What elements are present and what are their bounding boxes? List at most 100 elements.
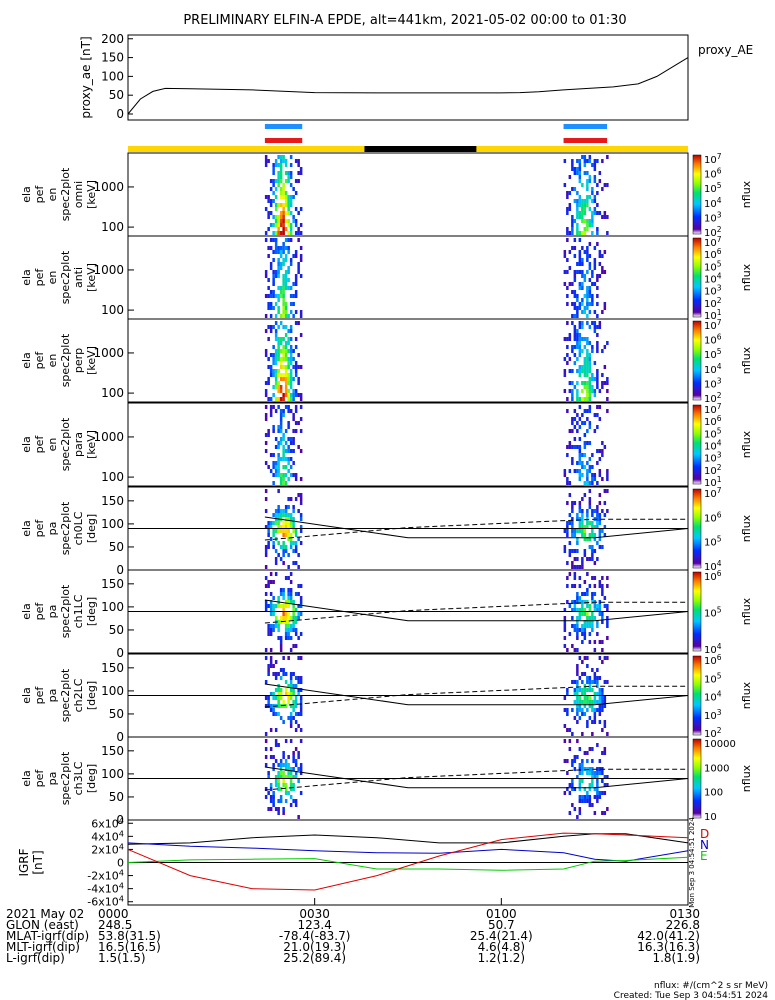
y-tick-label: 150 [101,51,124,65]
spectrogram-cell [282,616,285,620]
spectrogram-cell [566,397,569,401]
spectrogram-ylabel: pef [33,268,46,287]
spectrogram-cell [586,517,589,521]
spectrogram-cell [583,250,587,254]
y-tick-label: 0 [116,730,124,744]
status-bar-segment [128,146,365,152]
spectrogram-cell [563,608,567,612]
spectrogram-cell [593,549,597,553]
spectrogram-cell [601,441,604,445]
spectrogram-cell [596,231,599,235]
spectrogram-cell [601,692,604,696]
spectrogram-cell [274,779,278,783]
spectrogram-cell [583,219,587,223]
spectrogram-cell [573,501,577,505]
spectrogram-cell [267,668,270,672]
spectrogram-cell [287,592,290,596]
spectrogram-cell [563,369,567,373]
spectrogram-cell [588,799,592,803]
spectrogram-cell [282,604,285,608]
spectrogram-cell [573,337,577,341]
spectrogram-cell [264,349,268,353]
spectrogram-cell [277,620,280,624]
spectrogram-cell [568,203,572,207]
spectrogram-cell [571,417,574,421]
spectrogram-cell [269,580,273,584]
spectrogram-cell [284,258,288,262]
spectrogram-cell [586,286,589,290]
spectrogram-cell [287,361,290,365]
spectrogram-ylabel: ch1LC [72,594,85,628]
spectrogram-ylabel: en [46,271,59,285]
spectrogram-cell [583,529,587,533]
spectrogram-cell [282,465,285,469]
spectrogram-cell [576,345,579,349]
spectrogram-cell [287,469,290,473]
spectrogram-cell [274,215,278,219]
spectrogram-cell [274,513,278,517]
spectrogram-cell [583,203,587,207]
spectrogram-cell [292,767,295,771]
spectrogram-cell [586,306,589,310]
spectrogram-cell [289,325,293,329]
spectrogram-cell [601,453,604,457]
spectrogram-cell [287,553,290,557]
spectrogram-cell [274,461,278,465]
spectrogram-cell [578,211,582,215]
spectrogram-cell [576,333,579,337]
spectrogram-cell [282,310,285,314]
spectrogram-cell [593,377,597,381]
spectrogram-cell [586,302,589,306]
y-tick-label: 50 [109,88,124,102]
spectrogram-cell [586,381,589,385]
spectrogram-cell [272,223,275,227]
spectrogram-cell [568,513,572,517]
spectrogram-cell [272,529,275,533]
spectrogram-cell [287,588,290,592]
spectrogram-cell [591,779,594,783]
spectrogram-cell [282,592,285,596]
spectrogram-cell [294,628,298,632]
spectrogram-cell [571,231,574,235]
spectrogram-cell [297,321,300,325]
y-tick-label: 6x104 [91,815,124,830]
spectrogram-cell [299,791,303,795]
spectrogram-cell [299,696,303,700]
spectrogram-cell [581,270,584,274]
spectrogram-cell [264,755,268,759]
spectrogram-cell [279,604,283,608]
spectrogram-cell [277,509,280,513]
spectrogram-cell [578,576,582,580]
spectrogram-cell [277,799,280,803]
spectrogram-cell [578,767,582,771]
spectrogram-cell [593,321,597,325]
spectrogram-cell [583,227,587,231]
spectrogram-cell [287,250,290,254]
spectrogram-cell [297,493,300,497]
spectrogram-cell [274,361,278,365]
spectrogram-cell [591,215,594,219]
spectrogram-cell [576,664,579,668]
spectrogram-cell [277,353,280,357]
spectrogram-cell [282,763,285,767]
spectrogram-cell [299,417,303,421]
spectrogram-cell [581,231,584,235]
spectrogram-cell [269,807,273,811]
spectrogram-cell [576,632,579,636]
spectrogram-cell [578,525,582,529]
spectrogram-cell [297,584,300,588]
spectrogram-cell [576,708,579,712]
spectrogram-cell [284,238,288,242]
spectrogram-cell [591,282,594,286]
spectrogram-cell [277,306,280,310]
spectrogram-cell [586,203,589,207]
spectrogram-cell [264,329,268,333]
spectrogram-cell [583,533,587,537]
spectrogram-cell [289,203,293,207]
spectrogram-cell [606,231,609,235]
spectrogram-cell [289,373,293,377]
spectrogram-cell [284,282,288,286]
spectrogram-cell [591,732,594,736]
spectrogram-cell [284,278,288,282]
spectrogram-cell [583,465,587,469]
